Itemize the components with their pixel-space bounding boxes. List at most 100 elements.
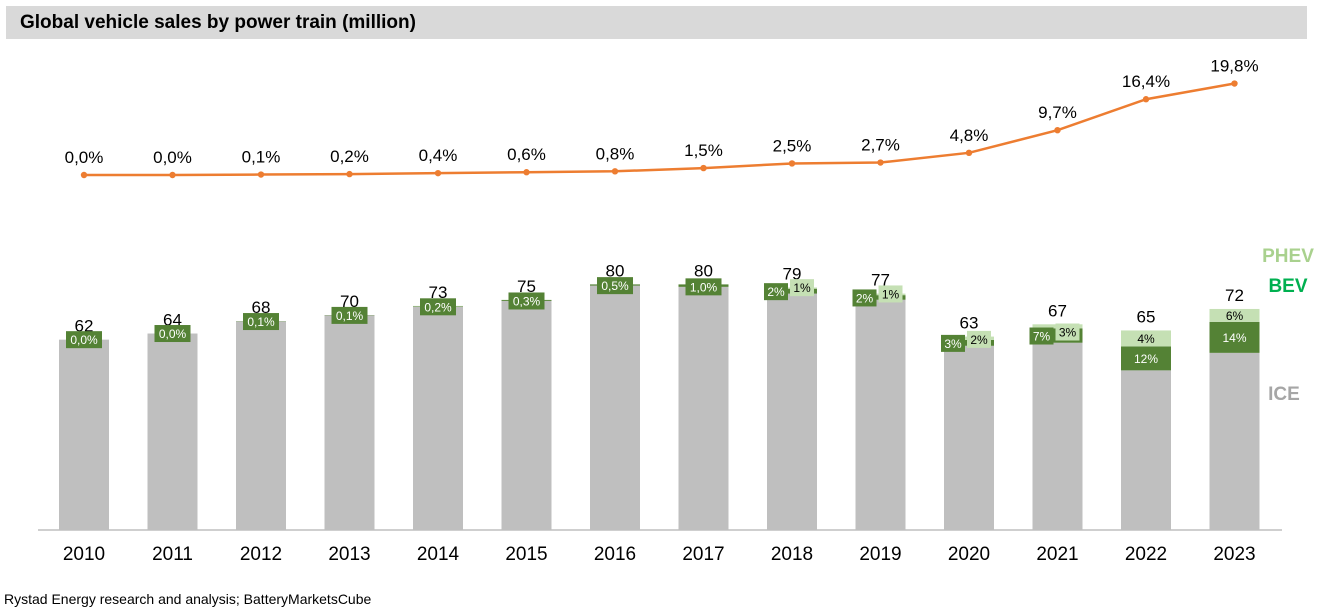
bev-share-label: 14% (1222, 331, 1246, 345)
ev-share-point (1231, 80, 1238, 87)
bar-ice (59, 339, 109, 530)
bar-total-label: 75 (517, 277, 536, 296)
bev-share-label: 1,0% (690, 280, 718, 294)
bev-share-label: 0,1% (247, 315, 275, 329)
phev-share-label-box (967, 330, 991, 348)
phev-share-label: 2% (970, 333, 988, 347)
ev-share-point (257, 171, 265, 178)
ev-share-point (346, 170, 353, 178)
bar-ice (324, 315, 375, 530)
x-tick-label: 2013 (328, 544, 370, 565)
legend-bev: BEV (1268, 276, 1307, 297)
bev-share-label-box (941, 334, 965, 352)
phev-share-label: 1% (882, 287, 900, 301)
bev-share-label: 2% (856, 291, 874, 305)
ev-share-label: 0,1% (242, 148, 281, 167)
phev-share-label: 1% (793, 281, 811, 295)
phev-share-label-box (1055, 323, 1080, 341)
bev-share-label-box (154, 325, 191, 343)
ev-share-line (84, 82, 1235, 177)
bar-ice (944, 345, 994, 530)
ev-share-label: 0,6% (507, 145, 546, 164)
ev-share-label: 9,7% (1038, 103, 1077, 122)
bev-share-label-box (66, 331, 102, 349)
phev-share-label-box (878, 285, 903, 303)
bev-share-label-box (852, 289, 877, 307)
phev-share-label: 6% (1226, 309, 1244, 323)
x-tick-label: 2015 (505, 544, 547, 565)
ev-share-point (1142, 96, 1150, 103)
bar-total-label: 80 (694, 261, 713, 280)
bar-total-label: 68 (252, 298, 271, 317)
bev-share-label-box (1029, 327, 1054, 345)
ev-share-point (80, 171, 88, 179)
legend-ice: ICE (1268, 384, 1300, 405)
bar-total-label: 80 (606, 261, 625, 280)
bev-share-label: 3% (944, 337, 962, 351)
x-tick-label: 2018 (771, 544, 813, 565)
ev-share-point (965, 149, 973, 157)
bev-share-label: 7% (1033, 330, 1051, 344)
bev-share-label: 12% (1134, 352, 1158, 366)
bar-total-label: 65 (1137, 307, 1156, 326)
bar-ice (1121, 370, 1171, 530)
bar-total-label: 77 (871, 271, 890, 290)
bar-ice (1032, 342, 1083, 530)
bar-ice (767, 293, 817, 530)
bev-share-label: 0,1% (336, 309, 364, 323)
ev-share-point (523, 169, 530, 176)
bar-total-label: 79 (783, 264, 802, 283)
x-tick-label: 2020 (948, 544, 990, 565)
x-tick-label: 2021 (1036, 544, 1078, 565)
phev-share-label: 3% (1059, 326, 1077, 340)
bev-share-label: 0,2% (424, 300, 452, 314)
ev-share-label: 0,2% (330, 147, 369, 166)
bev-share-label-box (764, 283, 788, 301)
bev-share-label: 0,3% (513, 294, 541, 308)
bar-ice (678, 286, 729, 530)
bev-share-label-box (331, 306, 368, 324)
bar-phev (1209, 308, 1260, 322)
x-tick-label: 2023 (1213, 544, 1255, 565)
bar-total-label: 73 (429, 283, 448, 302)
x-tick-label: 2010 (63, 544, 105, 565)
bar-bev (1209, 321, 1260, 353)
bar-total-label: 64 (163, 311, 182, 330)
x-tick-label: 2019 (859, 544, 901, 565)
source-note: Rystad Energy research and analysis; Bat… (4, 591, 372, 607)
ev-share-label: 16,4% (1122, 72, 1170, 91)
ev-share-label: 19,8% (1210, 57, 1258, 76)
bar-total-label: 62 (75, 317, 94, 336)
bev-share-label-box (685, 278, 722, 296)
bar-total-label: 63 (960, 314, 979, 333)
phev-share-label-box (790, 279, 814, 297)
x-tick-label: 2014 (417, 544, 460, 565)
chart-title: Global vehicle sales by power train (mil… (20, 12, 416, 33)
ev-share-point (700, 164, 707, 172)
ev-share-label: 0,0% (65, 148, 104, 167)
ev-share-point (434, 169, 442, 177)
title-bar: Global vehicle sales by power train (mil… (6, 6, 1307, 39)
ev-share-label: 2,5% (773, 136, 812, 155)
x-tick-label: 2017 (682, 544, 724, 565)
bar-ice (413, 306, 463, 530)
phev-share-label: 4% (1137, 332, 1155, 346)
bar-bev (1121, 346, 1171, 371)
ev-share-label: 2,7% (861, 136, 900, 155)
x-tick-label: 2011 (152, 544, 193, 565)
bev-share-label-box (420, 298, 456, 316)
bev-share-label: 0,5% (601, 279, 629, 293)
bev-share-label-box (243, 313, 279, 331)
x-tick-label: 2016 (594, 544, 636, 565)
bev-share-label-box (508, 292, 545, 310)
ev-share-label: 0,8% (596, 144, 635, 163)
ev-share-point (611, 168, 619, 175)
bar-total-label: 67 (1048, 301, 1067, 320)
bev-share-label: 0,0% (159, 327, 187, 341)
bar-total-label: 70 (340, 292, 359, 311)
bar-ice (590, 285, 640, 530)
bar-phev (1121, 330, 1171, 347)
ev-share-point (1054, 126, 1061, 134)
x-tick-label: 2012 (240, 544, 282, 565)
